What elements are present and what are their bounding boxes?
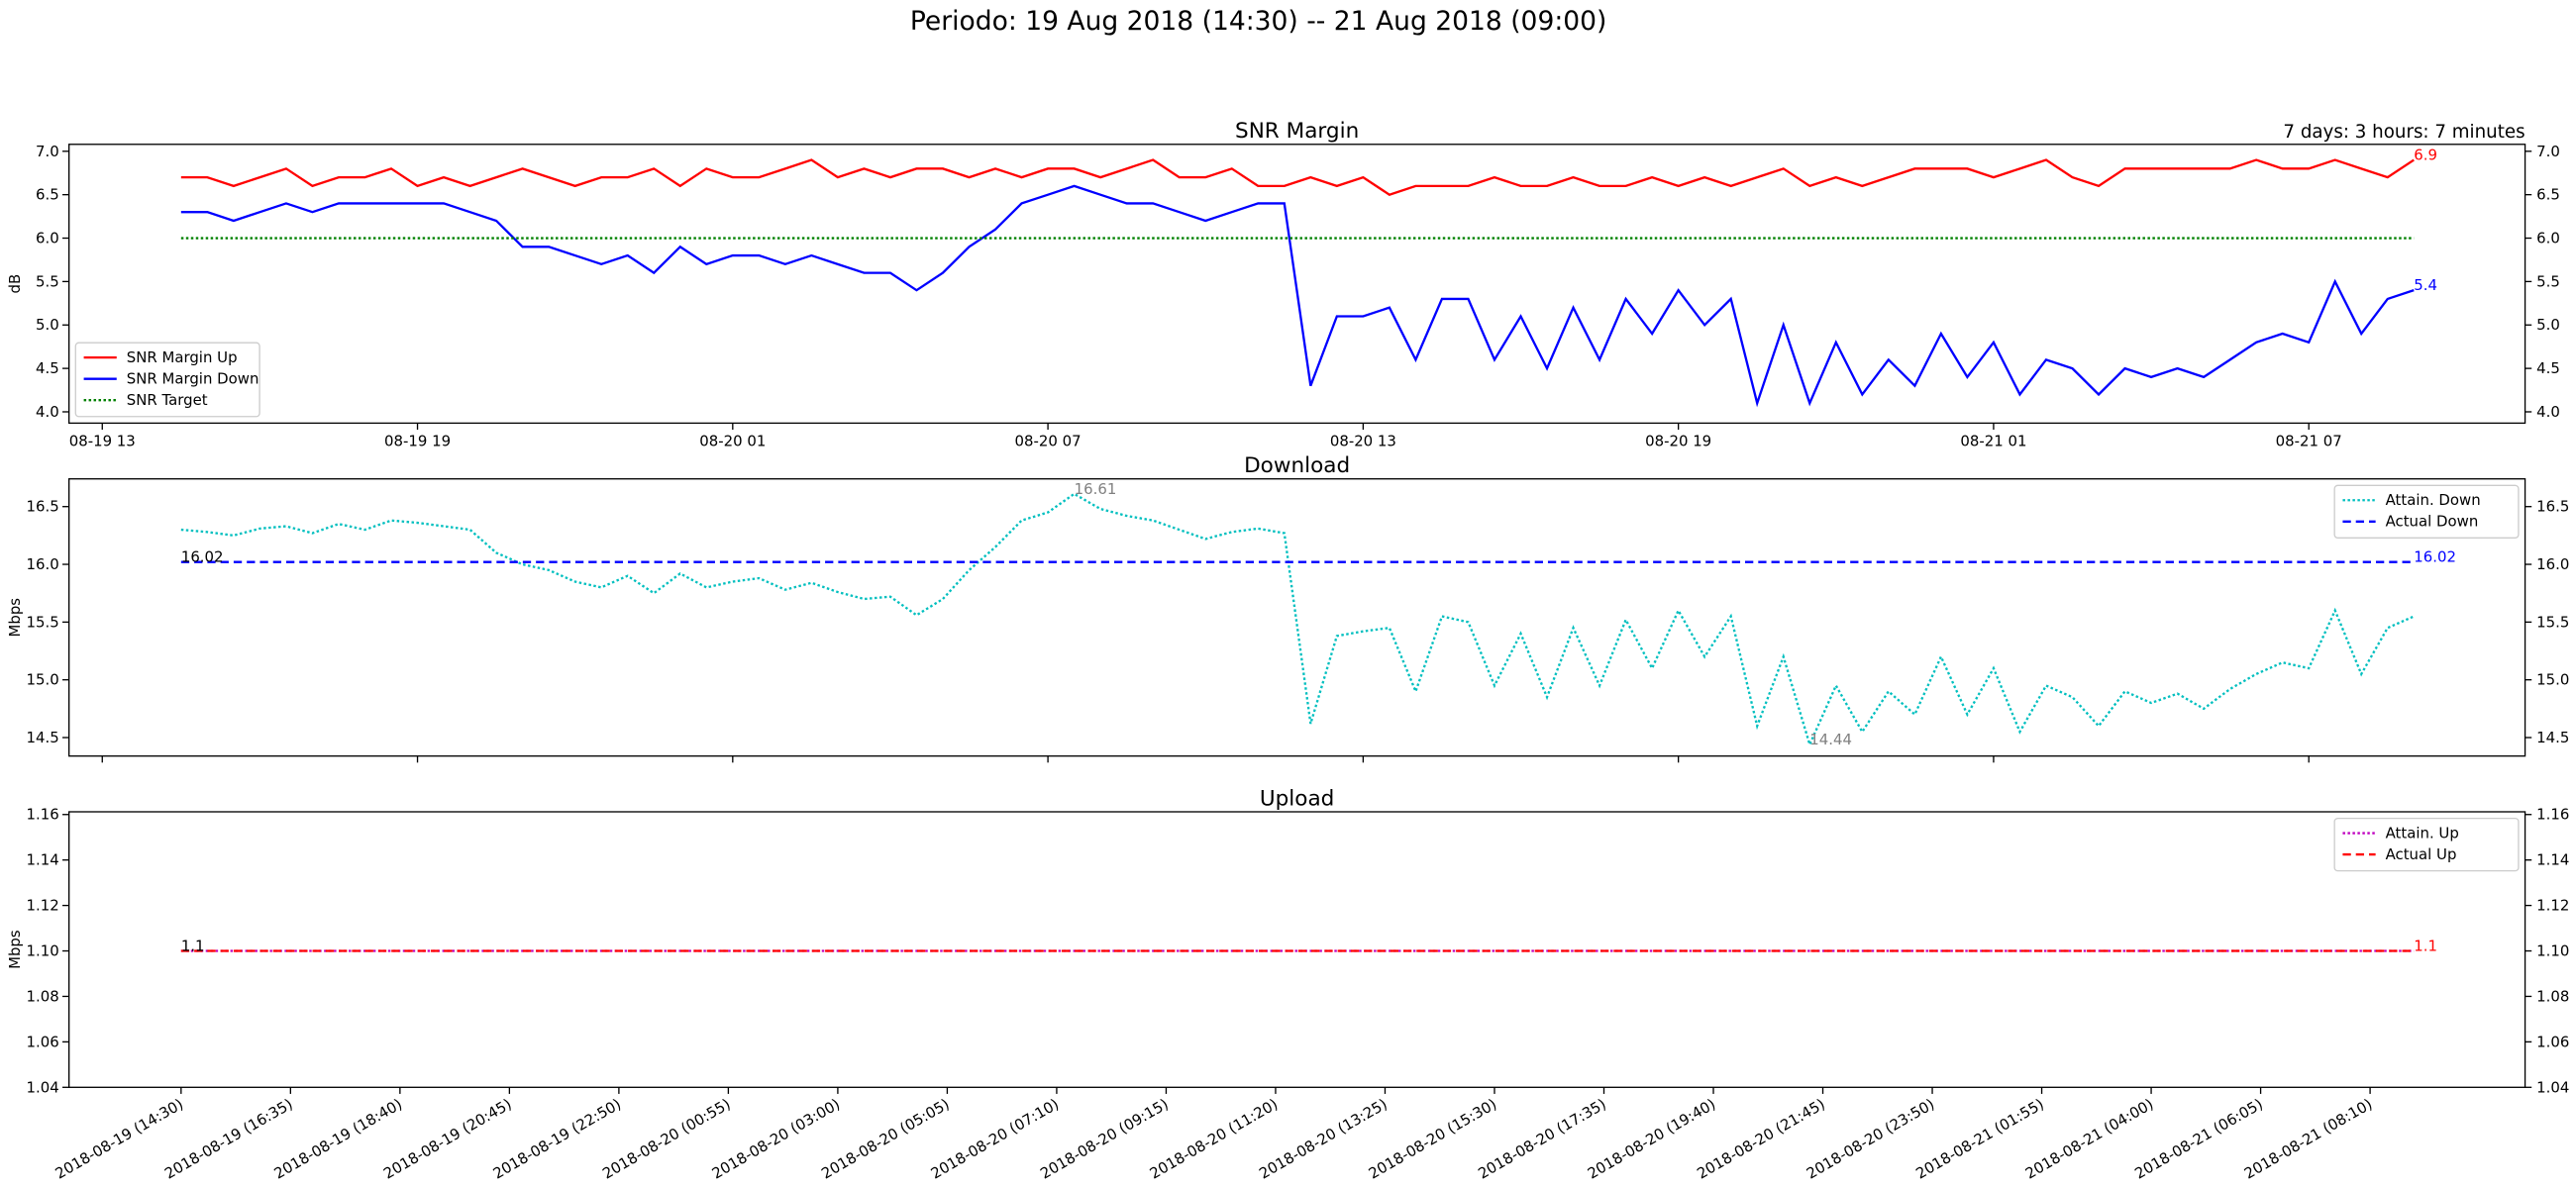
- axes-frame: [68, 811, 2526, 1088]
- y2-tick-label: 7.0: [2536, 143, 2560, 160]
- chart-title: Download: [1244, 453, 1350, 478]
- y2-tick-label: 15.0: [2536, 671, 2569, 689]
- y-axis-label: dB: [6, 274, 24, 294]
- annotation: 16.02: [181, 548, 224, 566]
- y2-tick-label: 15.5: [2536, 613, 2569, 631]
- y2-tick-label: 1.04: [2536, 1078, 2569, 1096]
- y-tick-label: 6.5: [36, 186, 59, 204]
- legend-label: SNR Margin Up: [127, 348, 238, 366]
- y-tick-label: 6.0: [36, 230, 59, 248]
- y2-tick-label: 4.5: [2536, 359, 2560, 377]
- x-tick-label: 08-19 13: [69, 433, 136, 450]
- x-tick-label: 08-20 19: [1645, 433, 1711, 450]
- series-line: [180, 184, 2415, 408]
- series-line: [180, 158, 2415, 196]
- y-tick-label: 16.5: [26, 498, 58, 516]
- x-tick-label: 08-21 07: [2276, 433, 2342, 450]
- y-tick-label: 1.04: [26, 1078, 58, 1096]
- y2-tick-label: 1.10: [2536, 942, 2569, 960]
- y2-tick-label: 1.06: [2536, 1033, 2569, 1050]
- legend-label: Actual Up: [2386, 845, 2457, 863]
- y-tick-label: 16.0: [26, 555, 58, 573]
- annotation: 5.4: [2414, 276, 2437, 294]
- y2-tick-label: 5.5: [2536, 272, 2560, 290]
- legend-label: Actual Down: [2386, 513, 2479, 531]
- chart-title: Upload: [1260, 786, 1335, 811]
- legend-box: [74, 342, 260, 418]
- legend-label: Attain. Down: [2386, 491, 2481, 509]
- y-tick-label: 5.5: [36, 272, 59, 290]
- y-tick-label: 15.0: [26, 671, 58, 689]
- y2-tick-label: 1.08: [2536, 987, 2569, 1005]
- y2-tick-label: 16.0: [2536, 555, 2569, 573]
- y2-tick-label: 1.14: [2536, 851, 2569, 869]
- y-tick-label: 4.0: [36, 403, 59, 421]
- y2-tick-label: 6.0: [2536, 230, 2560, 248]
- suptitle: Periodo: 19 Aug 2018 (14:30) -- 21 Aug 2…: [910, 6, 1607, 37]
- y2-tick-label: 1.16: [2536, 806, 2569, 824]
- chart-title: SNR Margin: [1235, 119, 1359, 144]
- y2-tick-label: 5.0: [2536, 316, 2560, 334]
- corner-text: 7 days: 3 hours: 7 minutes: [2283, 122, 2524, 143]
- y-tick-label: 1.08: [26, 987, 58, 1005]
- y-tick-label: 4.5: [36, 359, 59, 377]
- y-tick-label: 1.06: [26, 1033, 58, 1050]
- y2-tick-label: 14.5: [2536, 729, 2569, 746]
- y-tick-label: 1.10: [26, 942, 58, 960]
- x-tick-label: 08-20 07: [1015, 433, 1082, 450]
- x-tick-label: 08-20 01: [699, 433, 766, 450]
- annotation: 1.1: [2414, 938, 2437, 955]
- y-tick-label: 5.0: [36, 316, 59, 334]
- y-tick-label: 1.14: [26, 851, 58, 869]
- annotation: 6.9: [2414, 147, 2437, 164]
- y2-tick-label: 1.12: [2536, 897, 2569, 915]
- x-tick-label: 08-20 13: [1330, 433, 1396, 450]
- annotation: 16.02: [2414, 548, 2456, 566]
- x-tick-label: 08-19 19: [384, 433, 451, 450]
- annotation: 16.61: [1075, 480, 1117, 498]
- y-tick-label: 14.5: [26, 729, 58, 746]
- legend-label: Attain. Up: [2386, 825, 2459, 842]
- y2-tick-label: 6.5: [2536, 186, 2560, 204]
- y2-tick-label: 16.5: [2536, 498, 2569, 516]
- legend-box: [2333, 817, 2520, 872]
- y-tick-label: 1.12: [26, 897, 58, 915]
- legend-box: [2333, 484, 2520, 540]
- legend-label: SNR Target: [127, 391, 208, 409]
- axes-frame: [68, 144, 2526, 425]
- x-tick-label: 08-21 01: [1960, 433, 2026, 450]
- y-axis-label: Mbps: [6, 598, 24, 638]
- y-tick-label: 1.16: [26, 806, 58, 824]
- annotation: 1.1: [181, 938, 205, 955]
- y2-tick-label: 4.0: [2536, 403, 2560, 421]
- legend-label: SNR Margin Down: [127, 370, 259, 388]
- y-axis-label: Mbps: [6, 930, 24, 969]
- y-tick-label: 7.0: [36, 143, 59, 160]
- y-tick-label: 15.5: [26, 613, 58, 631]
- axes-frame: [68, 478, 2526, 757]
- series-line: [180, 492, 2415, 748]
- annotation: 14.44: [1809, 731, 1852, 748]
